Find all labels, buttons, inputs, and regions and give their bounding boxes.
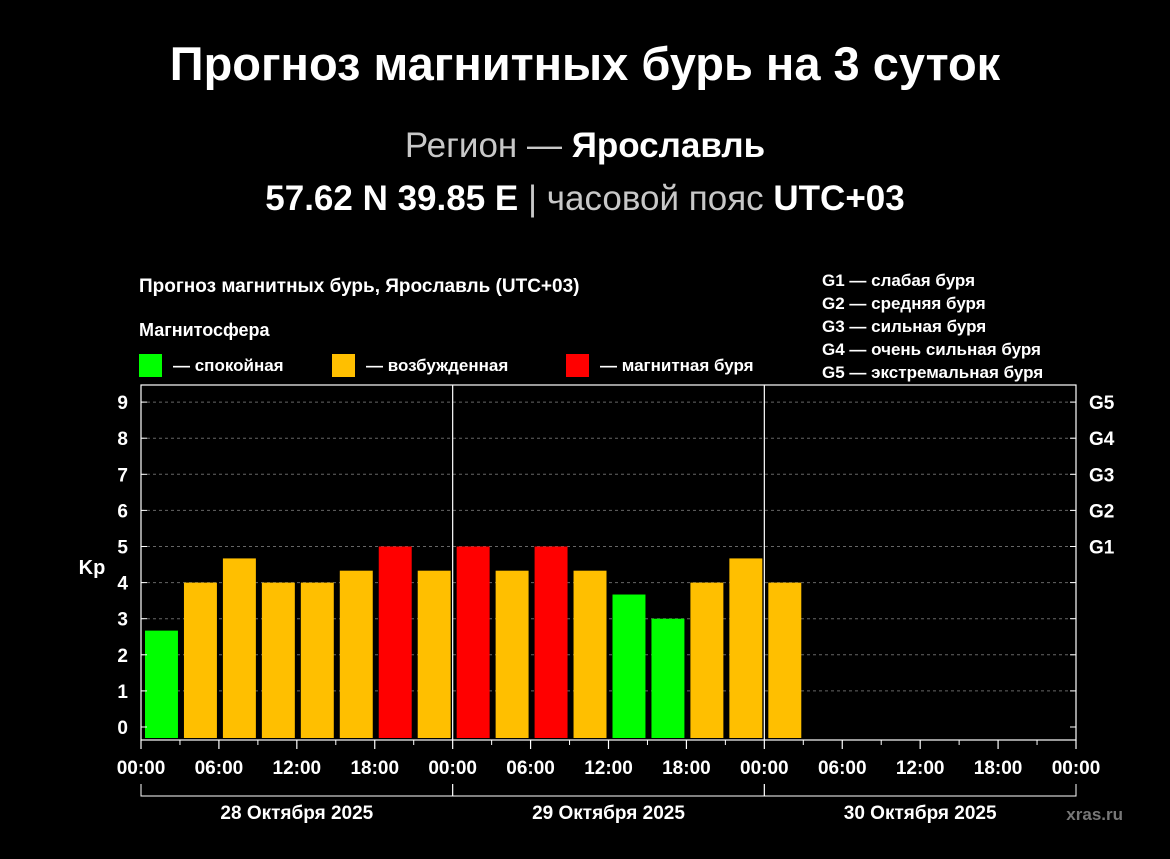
g-tick-label: G4 <box>1089 429 1115 450</box>
x-tick-label: 00:00 <box>1052 758 1101 779</box>
storm-scale-item: G5 — экстремальная буря <box>822 363 1043 382</box>
day-label: 29 Октября 2025 <box>532 803 685 824</box>
x-tick-label: 18:00 <box>662 758 711 779</box>
kp-bar <box>651 618 685 738</box>
x-tick-label: 00:00 <box>740 758 789 779</box>
x-tick-label: 18:00 <box>350 758 399 779</box>
kp-bar <box>612 594 646 738</box>
legend-swatch <box>332 354 355 377</box>
x-tick-label: 06:00 <box>195 758 244 779</box>
legend-label: — магнитная буря <box>600 356 754 375</box>
g-tick-label: G1 <box>1089 538 1115 559</box>
coords: 57.62 N 39.85 E <box>265 179 519 218</box>
axes: 0 1 2 3 4 5 6 7 8 9 G1 G2 G3 G4 G5 00:00 06:00 12:00 18:00… <box>117 384 1115 824</box>
tz-label: часовой пояс <box>546 179 764 218</box>
day-label: 30 Октября 2025 <box>844 803 997 824</box>
kp-bar <box>456 546 490 738</box>
y-axis-label: Kp <box>79 557 106 579</box>
y-tick-label: 3 <box>117 610 128 631</box>
y-tick-label: 6 <box>117 501 128 522</box>
y-tick-label: 7 <box>117 465 128 486</box>
x-tick-label: 00:00 <box>428 758 477 779</box>
kp-bar <box>573 570 607 738</box>
y-tick-label: 0 <box>117 718 128 739</box>
y-tick-label: 8 <box>117 429 128 450</box>
kp-bar <box>534 546 568 738</box>
kp-bar <box>222 558 256 738</box>
y-tick-label: 5 <box>117 538 128 559</box>
watermark: xras.ru <box>1066 805 1123 824</box>
legend-title: Магнитосфера <box>139 320 271 340</box>
x-tick-label: 12:00 <box>584 758 633 779</box>
kp-bar <box>729 558 763 738</box>
y-tick-label: 9 <box>117 393 128 414</box>
separator: | <box>527 179 538 218</box>
day-label: 28 Октября 2025 <box>220 803 373 824</box>
y-tick-label: 2 <box>117 646 128 667</box>
kp-bar <box>183 582 217 738</box>
kp-bar <box>417 570 451 738</box>
legend-swatch <box>566 354 589 377</box>
kp-bar <box>300 582 334 738</box>
x-tick-label: 06:00 <box>506 758 555 779</box>
storm-scale-item: G2 — средняя буря <box>822 294 986 313</box>
kp-bar <box>690 582 724 738</box>
region-name: Ярославль <box>571 126 766 165</box>
region-label: Регион — <box>404 126 562 165</box>
x-tick-label: 12:00 <box>273 758 322 779</box>
chart-title: Прогноз магнитных бурь, Ярославль (UTC+0… <box>139 276 580 297</box>
storm-scale: G1 — слабая буря G2 — средняя буря G3 — си… <box>822 271 1043 382</box>
legend: — спокойная — возбужденная — магнитная бур… <box>139 354 754 377</box>
storm-scale-item: G4 — очень сильная буря <box>822 340 1041 359</box>
g-tick-label: G2 <box>1089 501 1114 522</box>
x-tick-label: 12:00 <box>896 758 945 779</box>
kp-bar <box>768 582 802 738</box>
page-title: Прогноз магнитных бурь на 3 суток <box>169 37 1001 90</box>
y-tick-label: 1 <box>117 682 128 703</box>
kp-bar <box>339 570 373 738</box>
tz-value: UTC+03 <box>773 179 905 218</box>
kp-bar <box>145 630 178 738</box>
kp-bar <box>378 546 412 738</box>
x-tick-label: 06:00 <box>818 758 867 779</box>
day-bracket <box>763 784 1077 797</box>
kp-bar <box>495 570 529 738</box>
g-tick-label: G5 <box>1089 393 1115 414</box>
storm-scale-item: G3 — сильная буря <box>822 317 986 336</box>
x-tick-label: 18:00 <box>974 758 1023 779</box>
day-bracket <box>452 784 765 797</box>
region-line: Регион — Ярославль <box>0 126 1170 166</box>
legend-swatch <box>139 354 162 377</box>
kp-bar <box>261 582 295 738</box>
legend-label: — спокойная <box>173 356 284 375</box>
g-tick-label: G3 <box>1089 465 1114 486</box>
x-tick-label: 00:00 <box>117 758 166 779</box>
day-bracket <box>140 784 454 797</box>
y-tick-label: 4 <box>117 574 128 595</box>
legend-label: — возбужденная <box>366 356 508 375</box>
coords-line: 57.62 N 39.85 E | часовой пояс UTC+03 <box>0 179 1170 219</box>
bars <box>145 546 802 738</box>
storm-scale-item: G1 — слабая буря <box>822 271 975 290</box>
